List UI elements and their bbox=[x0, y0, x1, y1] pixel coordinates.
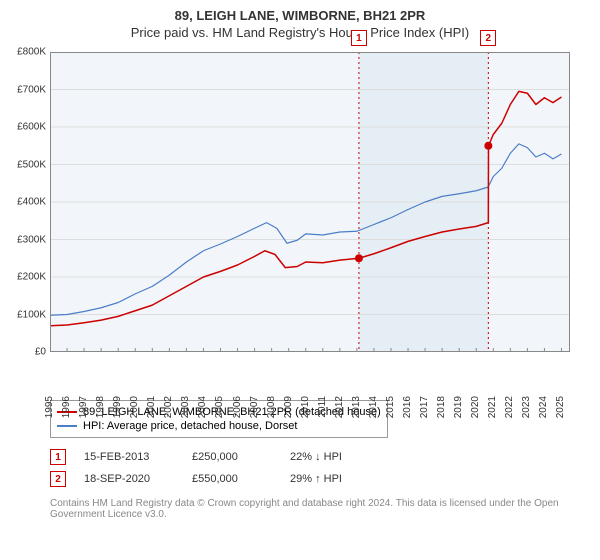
chart-title: 89, LEIGH LANE, WIMBORNE, BH21 2PR bbox=[10, 8, 590, 23]
x-tick-label: 2023 bbox=[521, 396, 532, 418]
x-tick-label: 2005 bbox=[214, 396, 225, 418]
event-vs-hpi: 29% ↑ HPI bbox=[290, 473, 342, 485]
x-tick-label: 1999 bbox=[112, 396, 123, 418]
x-tick-label: 2022 bbox=[504, 396, 515, 418]
x-tick-label: 2013 bbox=[351, 396, 362, 418]
x-tick-label: 2016 bbox=[402, 396, 413, 418]
title-block: 89, LEIGH LANE, WIMBORNE, BH21 2PR Price… bbox=[10, 8, 590, 40]
x-tick-label: 2004 bbox=[197, 396, 208, 418]
chart-subtitle: Price paid vs. HM Land Registry's House … bbox=[10, 25, 590, 40]
x-tick-label: 2014 bbox=[368, 396, 379, 418]
chart-plot-area: £0£100K£200K£300K£400K£500K£600K£700K£80… bbox=[50, 52, 570, 392]
legend-swatch-hpi bbox=[57, 425, 77, 427]
x-tick-label: 2017 bbox=[419, 396, 430, 418]
x-tick-label: 2015 bbox=[385, 396, 396, 418]
y-tick-label: £100K bbox=[17, 309, 46, 320]
x-tick-label: 2003 bbox=[180, 396, 191, 418]
event-row: 2 18-SEP-2020 £550,000 29% ↑ HPI bbox=[50, 468, 590, 490]
x-tick-label: 2024 bbox=[538, 396, 549, 418]
x-tick-label: 2009 bbox=[283, 396, 294, 418]
legend-row-hpi: HPI: Average price, detached house, Dors… bbox=[57, 419, 381, 433]
event-date: 15-FEB-2013 bbox=[84, 451, 174, 463]
x-tick-label: 2011 bbox=[317, 396, 328, 418]
event-vs-hpi: 22% ↓ HPI bbox=[290, 451, 342, 463]
event-marker-icon: 1 bbox=[50, 449, 66, 465]
x-tick-label: 2012 bbox=[334, 396, 345, 418]
y-tick-label: £500K bbox=[17, 159, 46, 170]
y-tick-label: £200K bbox=[17, 272, 46, 283]
x-tick-label: 2008 bbox=[266, 396, 277, 418]
x-tick-label: 1995 bbox=[44, 396, 55, 418]
event-table: 1 15-FEB-2013 £250,000 22% ↓ HPI 2 18-SE… bbox=[50, 446, 590, 490]
y-tick-label: £0 bbox=[35, 347, 46, 358]
x-tick-label: 2007 bbox=[249, 396, 260, 418]
event-row: 1 15-FEB-2013 £250,000 22% ↓ HPI bbox=[50, 446, 590, 468]
x-tick-label: 2006 bbox=[232, 396, 243, 418]
y-tick-label: £400K bbox=[17, 197, 46, 208]
x-tick-label: 2001 bbox=[146, 396, 157, 418]
x-tick-label: 2019 bbox=[453, 396, 464, 418]
x-tick-label: 2021 bbox=[487, 396, 498, 418]
x-tick-label: 1998 bbox=[95, 396, 106, 418]
event-marker-icon: 2 bbox=[50, 471, 66, 487]
legend-label-hpi: HPI: Average price, detached house, Dors… bbox=[83, 420, 297, 432]
x-tick-label: 2018 bbox=[436, 396, 447, 418]
event-date: 18-SEP-2020 bbox=[84, 473, 174, 485]
event-price: £250,000 bbox=[192, 451, 272, 463]
x-tick-label: 1997 bbox=[78, 396, 89, 418]
event-price: £550,000 bbox=[192, 473, 272, 485]
x-tick-label: 2020 bbox=[470, 396, 481, 418]
x-tick-label: 1996 bbox=[61, 396, 72, 418]
x-tick-label: 2002 bbox=[163, 396, 174, 418]
chart-event-marker: 2 bbox=[480, 30, 496, 46]
x-tick-label: 2000 bbox=[129, 396, 140, 418]
footnote: Contains HM Land Registry data © Crown c… bbox=[50, 498, 570, 520]
y-tick-label: £600K bbox=[17, 122, 46, 133]
y-tick-label: £300K bbox=[17, 234, 46, 245]
y-tick-label: £800K bbox=[17, 47, 46, 58]
x-tick-label: 2025 bbox=[555, 396, 566, 418]
x-tick-label: 2010 bbox=[300, 396, 311, 418]
chart-container: 89, LEIGH LANE, WIMBORNE, BH21 2PR Price… bbox=[0, 0, 600, 530]
chart-event-marker: 1 bbox=[351, 30, 367, 46]
y-tick-label: £700K bbox=[17, 84, 46, 95]
